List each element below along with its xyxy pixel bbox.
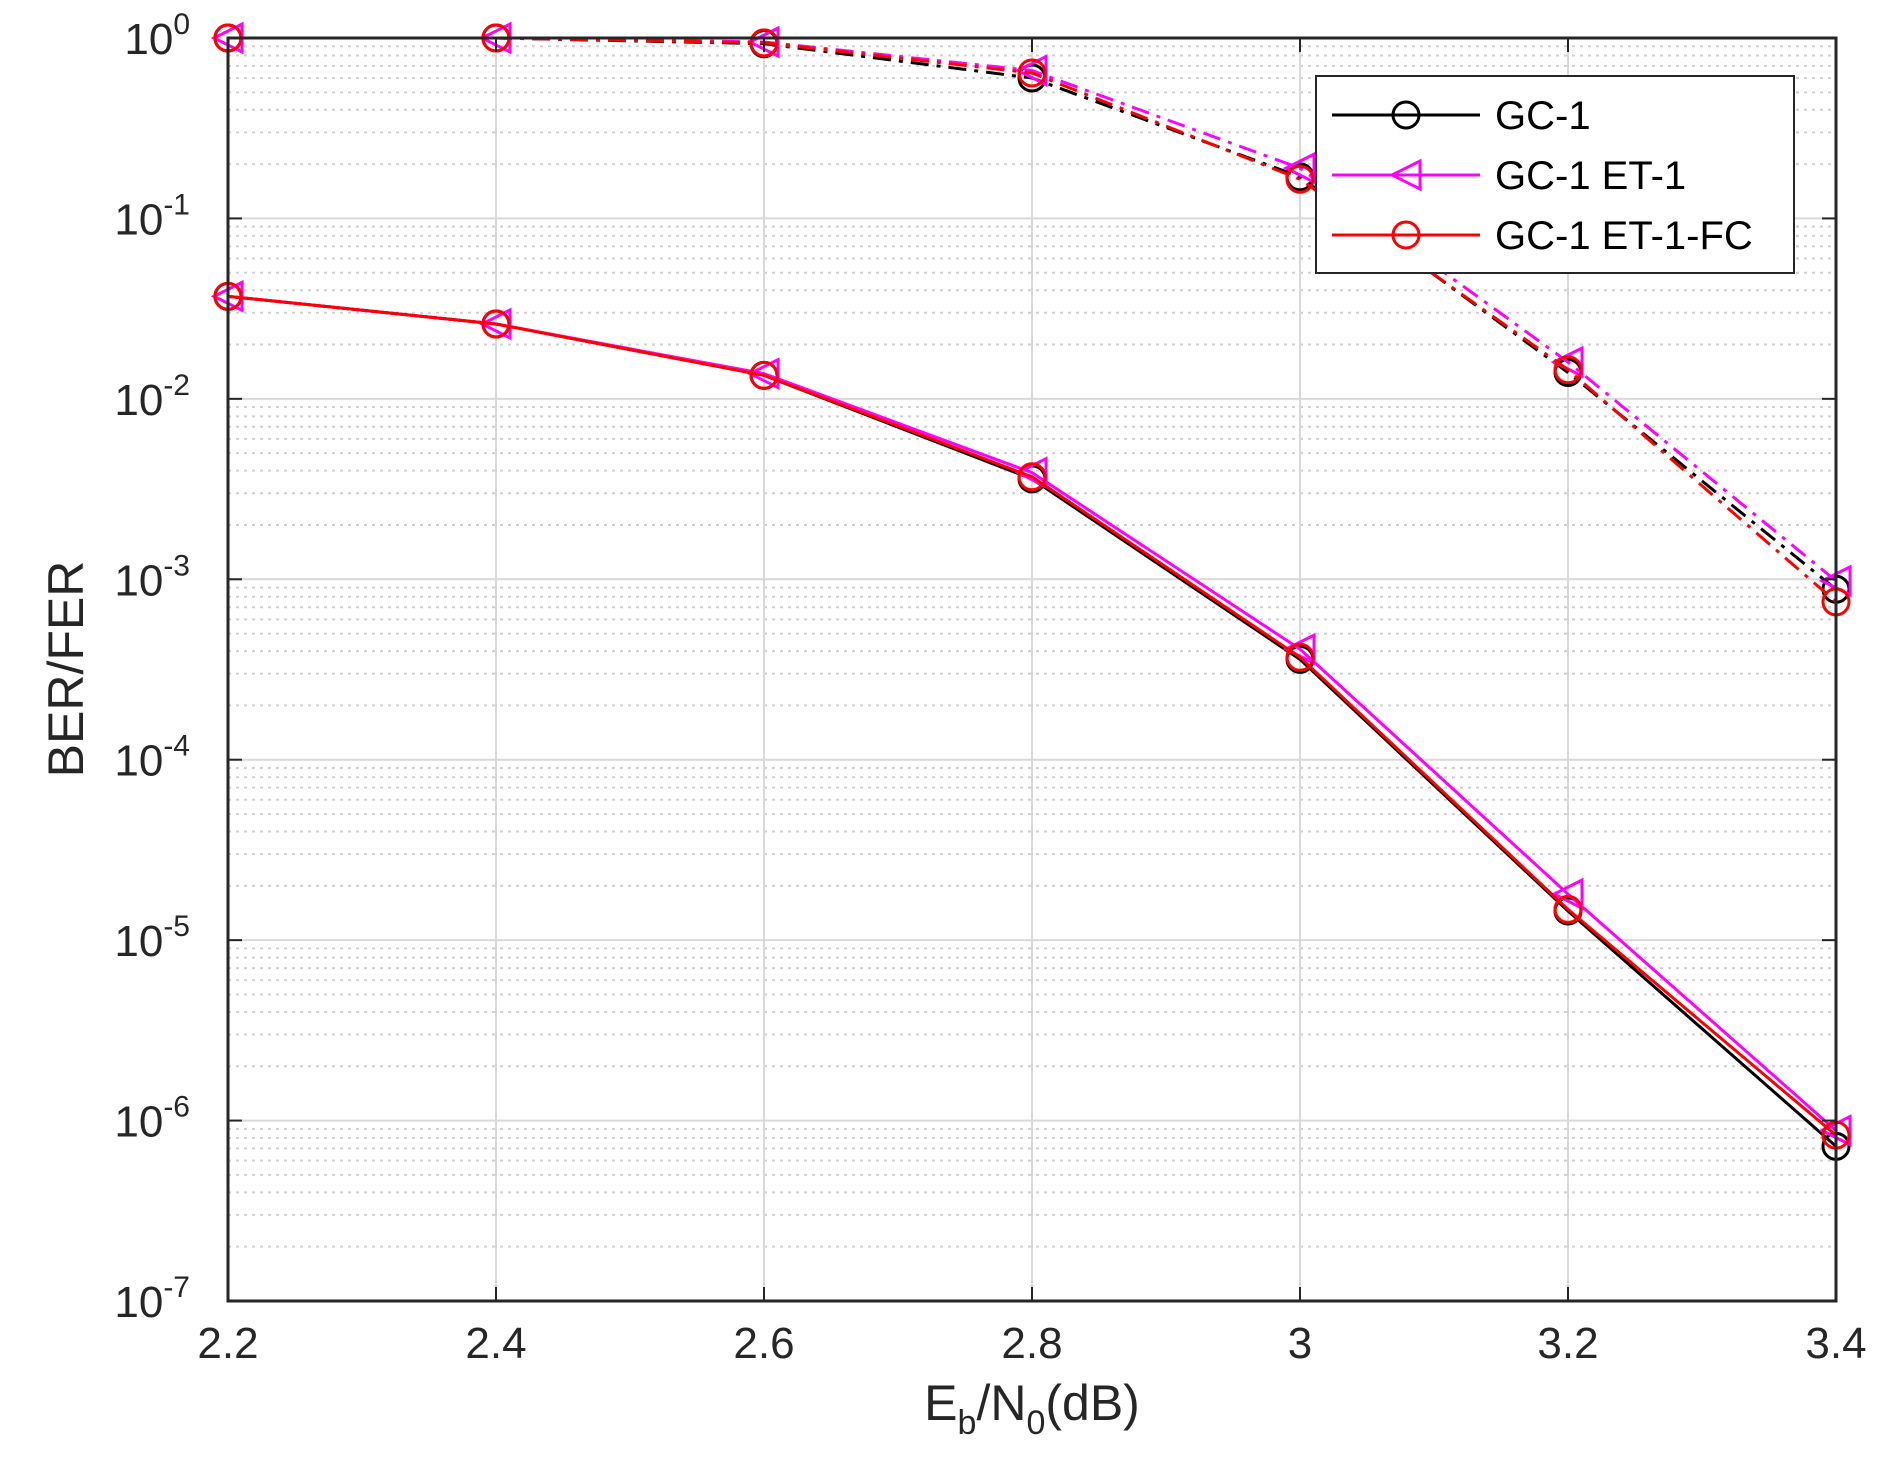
y-tick-exponent: -1 bbox=[163, 188, 190, 221]
x-axis-title-sub-b: b bbox=[958, 1404, 977, 1442]
data-point bbox=[1550, 877, 1584, 911]
legend: GC-1 GC-1 ET-1 GC-1 ET-1-FC bbox=[1315, 75, 1795, 274]
data-point bbox=[1014, 456, 1048, 490]
y-tick-base: 10 bbox=[114, 556, 163, 605]
y-tick-label: 10-5 bbox=[114, 910, 190, 966]
x-tick-label: 2.2 bbox=[197, 1319, 258, 1368]
y-tick-exponent: -7 bbox=[163, 1271, 190, 1304]
y-tick-label: 10-4 bbox=[114, 730, 190, 786]
y-tick-label: 10-6 bbox=[114, 1091, 190, 1147]
x-axis-title-n: /N bbox=[976, 1375, 1026, 1431]
data-point bbox=[1285, 164, 1315, 194]
y-axis-title: BER/FER bbox=[38, 561, 94, 778]
y-tick-label: 10-3 bbox=[114, 549, 190, 605]
series-line bbox=[227, 294, 1837, 1137]
x-tick-label: 3.2 bbox=[1537, 1319, 1598, 1368]
legend-entries: GC-1 GC-1 ET-1 GC-1 ET-1-FC bbox=[1332, 94, 1753, 258]
y-tick-exponent: -4 bbox=[163, 730, 190, 763]
y-tick-base: 10 bbox=[114, 1278, 163, 1327]
data-point bbox=[1282, 151, 1316, 185]
x-axis-title-e: E bbox=[924, 1375, 957, 1431]
data-point bbox=[1553, 355, 1583, 385]
data-point bbox=[1553, 894, 1583, 924]
x-tick-label: 2.4 bbox=[465, 1319, 526, 1368]
x-tick-label: 3.4 bbox=[1805, 1319, 1866, 1368]
data-point bbox=[481, 309, 511, 339]
y-tick-label: 10-7 bbox=[114, 1271, 190, 1327]
y-tick-base: 10 bbox=[114, 917, 163, 966]
x-axis-title-sub-0: 0 bbox=[1026, 1404, 1045, 1442]
legend-label: GC-1 ET-1 bbox=[1495, 154, 1686, 198]
data-point bbox=[749, 28, 779, 58]
x-tick-labels: 2.2 2.4 2.6 2.8 3 3.2 3.4 bbox=[197, 38, 1867, 1368]
y-tick-exponent: -5 bbox=[163, 910, 190, 943]
x-axis-title: Eb/N0(dB) bbox=[924, 1375, 1140, 1442]
y-tick-exponent: -2 bbox=[163, 369, 190, 402]
y-tick-base: 10 bbox=[124, 15, 173, 64]
data-point bbox=[1017, 58, 1047, 88]
y-tick-exponent: -3 bbox=[163, 549, 190, 582]
y-tick-exponent: 0 bbox=[173, 8, 190, 41]
y-tick-base: 10 bbox=[114, 376, 163, 425]
legend-marker bbox=[1391, 100, 1421, 130]
y-tick-label: 10-1 bbox=[114, 188, 190, 244]
legend-marker bbox=[1388, 158, 1422, 192]
y-tick-exponent: -6 bbox=[163, 1091, 190, 1124]
y-tick-label: 10-2 bbox=[114, 369, 190, 425]
y-tick-label: 100 bbox=[124, 8, 190, 64]
legend-marker bbox=[1391, 220, 1421, 250]
x-tick-label: 3 bbox=[1288, 1319, 1312, 1368]
data-series bbox=[210, 21, 1852, 1161]
data-point bbox=[749, 360, 779, 390]
data-point bbox=[1285, 642, 1315, 672]
y-tick-base: 10 bbox=[114, 1098, 163, 1147]
legend-label: GC-1 ET-1-FC bbox=[1495, 214, 1753, 258]
legend-label: GC-1 bbox=[1495, 94, 1591, 138]
x-tick-label: 2.6 bbox=[733, 1319, 794, 1368]
y-tick-base: 10 bbox=[114, 195, 163, 244]
data-point bbox=[1017, 462, 1047, 492]
x-axis-title-unit: (dB) bbox=[1045, 1375, 1139, 1431]
x-tick-label: 2.8 bbox=[1001, 1319, 1062, 1368]
y-tick-base: 10 bbox=[114, 737, 163, 786]
